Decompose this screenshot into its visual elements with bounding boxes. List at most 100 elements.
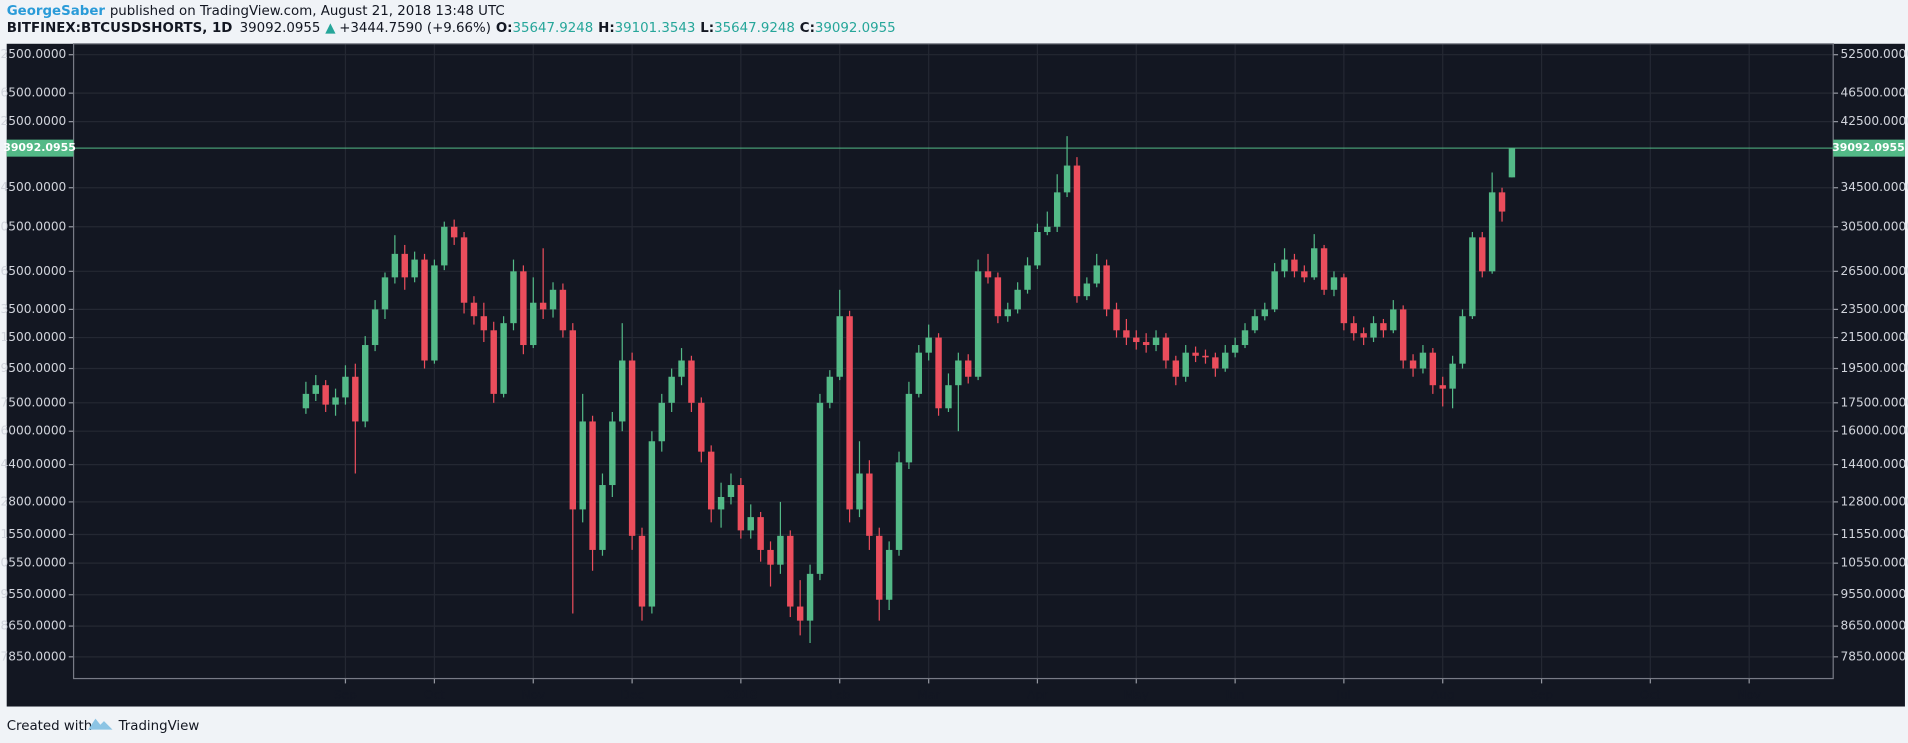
low-value: 35647.9248 xyxy=(714,21,795,36)
candle-body xyxy=(352,376,359,422)
y-tick-label: 23500.0000 xyxy=(1840,302,1908,316)
y-tick-label: 30500.0000 xyxy=(0,219,66,233)
y-tick-label: 7850.0000 xyxy=(1840,649,1906,663)
y-tick-label: 30500.0000 xyxy=(1840,219,1908,233)
y-tick-label: 9550.0000 xyxy=(1840,587,1906,601)
y-tick-label: 8650.0000 xyxy=(1,619,67,633)
open-value: 35647.9248 xyxy=(513,21,594,36)
candle-body xyxy=(1370,323,1377,338)
candle-body xyxy=(1429,352,1437,386)
x-tick-label: Nov xyxy=(521,688,545,702)
y-tick-label: 19500.0000 xyxy=(0,361,66,375)
candle-body xyxy=(816,402,824,574)
x-tick-label: Aug xyxy=(1431,688,1455,702)
y-tick-label: 10550.0000 xyxy=(1840,556,1908,570)
candle-body xyxy=(876,535,883,600)
quote-line: BITFINEX:BTCUSDSHORTS, 1D 39092.0955 ▲ +344… xyxy=(7,21,896,36)
candle-body xyxy=(1439,385,1446,389)
created-with: Created with xyxy=(7,719,92,734)
candle-body xyxy=(846,316,853,510)
candle-body xyxy=(1508,148,1516,178)
candle-body xyxy=(737,485,745,531)
candle-body xyxy=(895,462,903,550)
y-tick-label: 7850.0000 xyxy=(1,649,67,663)
candle-body xyxy=(1142,342,1150,346)
y-tick-label: 42500.0000 xyxy=(0,114,66,128)
x-tick-label: Nov xyxy=(1737,688,1761,702)
y-tick-label: 19500.0000 xyxy=(1840,361,1908,375)
x-tick-label: 2018 xyxy=(724,688,758,702)
candle-body xyxy=(1083,283,1091,297)
last-price-label: 39092.0955 xyxy=(3,141,76,154)
candle-body xyxy=(747,517,754,531)
candle-body xyxy=(1152,337,1160,346)
candle-body xyxy=(1231,345,1239,353)
y-tick-label: 11550.0000 xyxy=(0,527,66,541)
x-tick-label: Jun xyxy=(1225,688,1245,702)
candle-body xyxy=(411,259,418,278)
candle-body xyxy=(460,237,468,303)
candle-body xyxy=(1409,360,1417,369)
candle-body xyxy=(1004,309,1011,317)
last-price: 39092.0955 xyxy=(240,21,321,36)
y-tick-label: 26500.0000 xyxy=(1840,264,1908,278)
candle-body xyxy=(905,393,913,463)
x-tick-label: Sep xyxy=(1530,688,1553,702)
candle-body xyxy=(1202,355,1209,358)
candle-body xyxy=(322,385,329,405)
candle-body xyxy=(1063,165,1071,193)
candle-body xyxy=(1034,232,1041,266)
candle-body xyxy=(648,441,656,607)
candle-body xyxy=(1073,165,1081,297)
candle-body xyxy=(361,345,369,422)
candle-body xyxy=(658,402,665,442)
candle-body xyxy=(1261,309,1268,317)
last-price-box xyxy=(1833,139,1905,157)
y-tick-label: 12800.0000 xyxy=(1840,494,1908,508)
candle-body xyxy=(767,549,774,565)
candle-body xyxy=(599,485,606,550)
candle-body xyxy=(1281,259,1288,272)
candle-body xyxy=(965,360,972,377)
candle-body xyxy=(638,535,646,607)
candle-body xyxy=(856,473,863,510)
candle-body xyxy=(342,376,349,398)
y-tick-label: 52500.0000 xyxy=(1840,47,1908,61)
candle-body xyxy=(698,402,705,452)
y-tick-label: 46500.0000 xyxy=(0,86,66,100)
x-tick-label: Oct xyxy=(424,688,445,702)
candle-body xyxy=(688,360,695,403)
high-value: 39101.3543 xyxy=(615,21,696,36)
high-label: H: xyxy=(598,21,615,36)
candle-body xyxy=(915,352,923,394)
candle-body xyxy=(1320,248,1328,290)
candle-body xyxy=(678,360,685,377)
candle-body xyxy=(1488,192,1496,272)
candle-body xyxy=(1459,316,1466,364)
candle-body xyxy=(1291,259,1298,272)
candle-body xyxy=(431,265,438,361)
y-tick-label: 23500.0000 xyxy=(0,302,66,316)
publish-line: GeorgeSaber published on TradingView.com,… xyxy=(7,4,505,19)
candle-body xyxy=(1380,323,1387,331)
candle-body xyxy=(401,253,408,278)
y-tick-label: 14400.0000 xyxy=(0,457,66,471)
candle-body xyxy=(441,226,448,266)
candle-body xyxy=(520,271,527,346)
candle-body xyxy=(1222,352,1229,369)
candle-body xyxy=(480,316,488,331)
candle-body xyxy=(1419,352,1427,369)
candle-body xyxy=(559,289,567,331)
x-tick-label: Mar xyxy=(917,688,940,702)
x-tick-label: Feb xyxy=(829,688,851,702)
brand-link[interactable]: TradingView xyxy=(118,719,200,734)
y-tick-label: 46500.0000 xyxy=(1840,86,1908,100)
candle-body xyxy=(549,289,557,310)
candle-body xyxy=(974,271,982,377)
y-tick-label: 12800.0000 xyxy=(0,494,66,508)
up-arrow: ▲ xyxy=(325,21,336,36)
candle-body xyxy=(579,421,586,510)
plot-frame xyxy=(72,43,1834,680)
candle-body xyxy=(1271,271,1278,310)
